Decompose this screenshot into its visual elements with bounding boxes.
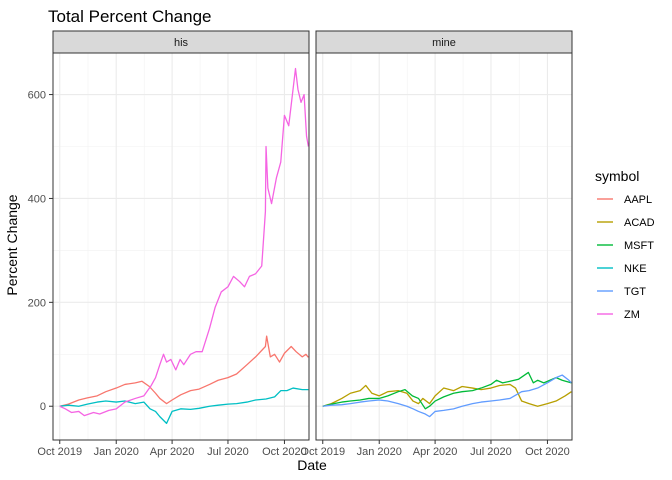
facet-strip-label: his xyxy=(174,37,189,49)
panels: his Oct 2019 Jan 2020 Apr 2020 Jul 2020 Oct 2… xyxy=(28,30,573,458)
x-tick-label: Jan 2020 xyxy=(94,446,139,458)
x-tick-label: Oct 2019 xyxy=(300,446,345,458)
chart-title: Total Percent Change xyxy=(48,7,212,26)
panel-border xyxy=(315,52,573,441)
legend-label-nke: NKE xyxy=(624,263,647,275)
x-tick-label: Oct 2020 xyxy=(525,446,570,458)
x-axis-title: Date xyxy=(297,457,327,473)
x-tick-label: Oct 2019 xyxy=(37,446,82,458)
x-tick-label: Apr 2020 xyxy=(150,446,195,458)
panel-mine: mine Oct 2019 Jan 2020 Apr 2020 Jul 2020 Oct … xyxy=(300,30,573,458)
y-tick-label: 600 xyxy=(28,90,46,102)
panel-his: his Oct 2019 Jan 2020 Apr 2020 Jul 2020 Oct 2… xyxy=(28,30,310,458)
series-line-msft xyxy=(322,371,572,410)
y-tick-label: 0 xyxy=(40,401,46,413)
x-tick-label: Oct 2020 xyxy=(262,446,307,458)
legend-label-acad: ACAD xyxy=(624,217,655,229)
x-tick-label: Jul 2020 xyxy=(470,446,512,458)
x-tick-label: Jul 2020 xyxy=(207,446,249,458)
facet-strip-label: mine xyxy=(432,37,456,49)
panel-background xyxy=(53,53,309,440)
series-line-acad xyxy=(322,383,572,407)
series-line-zm xyxy=(59,67,310,417)
y-tick-label: 400 xyxy=(28,193,46,205)
y-axis-title: Percent Change xyxy=(4,194,20,295)
series-line-nke xyxy=(59,387,309,425)
series-line-tgt xyxy=(322,374,572,418)
legend-label-aapl: AAPL xyxy=(624,194,652,206)
legend-label-tgt: TGT xyxy=(624,286,646,298)
legend: symbol AAPL ACAD MSFT NKE TGT ZM xyxy=(595,168,655,321)
legend-label-zm: ZM xyxy=(624,309,640,321)
x-tick-label: Jan 2020 xyxy=(357,446,402,458)
panel-border xyxy=(52,52,310,441)
legend-title: symbol xyxy=(595,168,639,184)
x-tick-label: Apr 2020 xyxy=(413,446,458,458)
y-tick-label: 200 xyxy=(28,297,46,309)
series-line-aapl xyxy=(59,335,309,407)
legend-label-msft: MSFT xyxy=(624,240,654,252)
